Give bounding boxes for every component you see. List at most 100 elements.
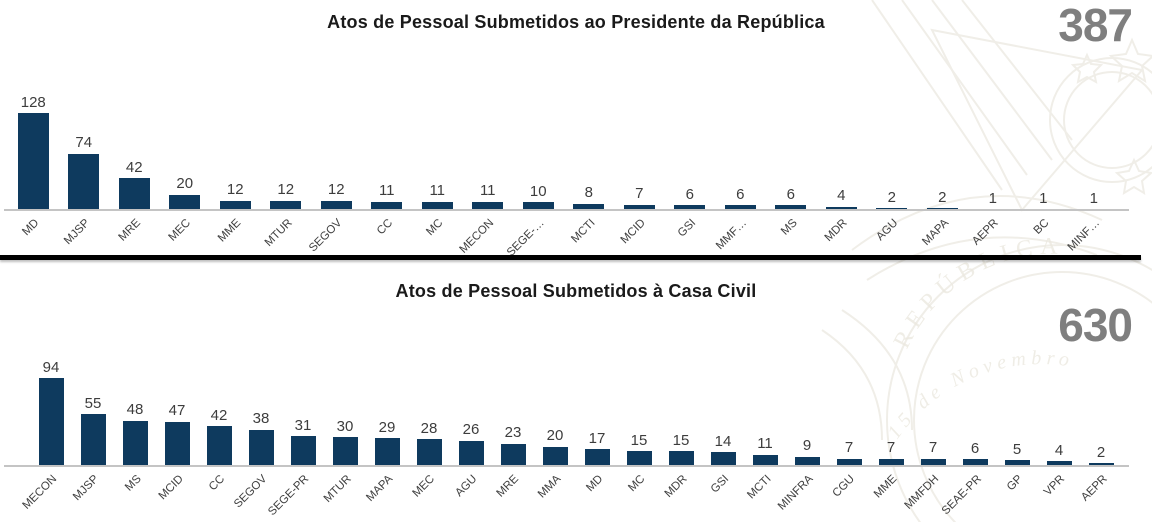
- category-label-cell: MEC: [408, 470, 450, 522]
- bar-value-label: 4: [837, 187, 846, 205]
- bar-cell: 38: [240, 411, 282, 465]
- category-label: MME: [216, 217, 244, 245]
- category-label-cell: MRE: [109, 214, 160, 256]
- bar-cell: 2: [917, 189, 968, 210]
- category-label: SEGOV: [307, 217, 345, 255]
- bar-value-label: 20: [546, 427, 564, 444]
- bar-cell: 11: [463, 183, 514, 210]
- category-label-cell: MAPA: [365, 470, 408, 522]
- bar-value-label: 2: [1096, 443, 1106, 461]
- category-label-cell: CC: [198, 470, 240, 522]
- category-label-cell: MJSP: [59, 214, 110, 256]
- bar: [270, 200, 302, 210]
- bar-value-label: 20: [176, 175, 194, 193]
- category-label: AEPR: [1078, 473, 1110, 504]
- category-label: MMA: [536, 473, 564, 501]
- bar-value-label: 47: [168, 402, 186, 419]
- bar-value-label: 30: [336, 417, 354, 435]
- bar: [752, 454, 778, 465]
- category-label-cell: MS: [114, 470, 156, 522]
- bar-value-label: 11: [479, 182, 496, 200]
- bar: [472, 201, 504, 210]
- category-label: MJSP: [71, 473, 102, 504]
- bar-value-label: 7: [886, 439, 896, 457]
- bar-cell: 1: [1069, 190, 1120, 210]
- bar-cell: 1: [968, 190, 1019, 210]
- bar: [668, 451, 694, 465]
- bar: [122, 420, 148, 465]
- category-label-cell: MRE: [492, 470, 534, 522]
- bar-value-label: 42: [125, 158, 143, 176]
- category-label-cell: MME: [210, 214, 261, 256]
- bar: [584, 449, 610, 465]
- category-label-cell: VPR: [1038, 470, 1080, 522]
- bar-value-label: 26: [462, 421, 480, 439]
- bar-cell: 15: [618, 431, 660, 465]
- bar-value-label: 6: [685, 185, 694, 203]
- category-labels-row: MD MJSP MRE MEC MME MTUR SEGOV CC MC MECON SEGE-… M…: [8, 214, 1120, 259]
- bar-cell: 17: [576, 430, 618, 465]
- bar-cell: 6: [715, 186, 766, 210]
- bar-cell: 7: [828, 440, 870, 465]
- chart-atos-presidente: Atos de Pessoal Submetidos ao Presidente…: [0, 0, 1152, 259]
- category-label-cell: GSI: [665, 214, 716, 256]
- category-label-cell: AEPR: [1078, 470, 1122, 522]
- category-label: MMF…: [713, 217, 749, 253]
- bar-cell: 11: [362, 183, 413, 210]
- category-label-cell: MECON: [21, 470, 72, 522]
- bar-value-label: 6: [786, 185, 795, 203]
- bar-cell: 47: [156, 402, 198, 465]
- bar-cell: 12: [261, 182, 312, 210]
- bar-cell: 6: [665, 185, 716, 210]
- bar-value-label: 55: [84, 394, 102, 412]
- bar-cell: 26: [450, 422, 492, 465]
- category-label: MEC: [410, 473, 438, 500]
- chart-title: Atos de Pessoal Submetidos à Casa Civil: [395, 281, 757, 301]
- category-label-cell: MCTI: [744, 470, 786, 522]
- bar-cell: 7: [912, 440, 954, 465]
- bar-value-label: 42: [210, 406, 228, 424]
- bar: [1088, 463, 1114, 465]
- category-label-cell: MINF…: [1066, 214, 1120, 256]
- category-label-cell: CGU: [828, 470, 870, 522]
- category-label: MCTI: [568, 217, 598, 246]
- category-label: CC: [207, 473, 228, 494]
- category-label-cell: AEPR: [968, 214, 1019, 256]
- x-axis-line: [4, 465, 1129, 467]
- bar-cell: 2: [1080, 443, 1122, 465]
- bar-cell: 29: [366, 419, 408, 465]
- category-label-cell: MMA: [534, 470, 576, 522]
- bar-value-label: 15: [630, 431, 648, 449]
- category-label: MCID: [618, 217, 648, 247]
- category-label-cell: GP: [996, 470, 1038, 522]
- bars-row: 94 55 48 47 42 38 31 30 29 28 26 23 20 17 15 15 14 11 9 7 7 7…: [30, 359, 1122, 465]
- category-label: MTUR: [262, 217, 295, 249]
- chart-atos-casa-civil: Atos de Pessoal Submetidos à Casa Civil …: [0, 262, 1152, 522]
- bar: [17, 113, 49, 210]
- bar-cell: 5: [996, 441, 1038, 465]
- category-labels-row: MECON MJSP MS MCID CC SEGOV SEGE-PR MTUR MAPA MEC…: [21, 470, 1122, 522]
- bar: [68, 153, 100, 210]
- category-label-cell: MS: [766, 214, 817, 256]
- category-label: MME: [872, 473, 900, 501]
- category-label-cell: GSI: [702, 470, 744, 522]
- bar: [825, 206, 857, 210]
- bar: [458, 440, 484, 465]
- category-label: MEC: [166, 217, 194, 244]
- category-label: MAPA: [919, 217, 951, 248]
- bar-cell: 11: [744, 436, 786, 465]
- category-label: MS: [122, 473, 144, 494]
- bar: [710, 452, 736, 465]
- bars-row: 128 74 42 20 12 12 12 11 11 11 10 8 7 6 6 6 4 2 2 1 1 1: [8, 94, 1120, 210]
- category-label-cell: MTUR: [322, 470, 366, 522]
- bar: [290, 436, 316, 465]
- bar: [1004, 460, 1030, 465]
- bar: [836, 458, 862, 465]
- section-divider: [0, 255, 1141, 260]
- x-axis-line: [4, 209, 1129, 211]
- bar-value-label: 10: [529, 182, 547, 200]
- bar: [332, 437, 358, 465]
- bar-cell: 20: [160, 176, 211, 210]
- bar-value-label: 23: [504, 424, 522, 442]
